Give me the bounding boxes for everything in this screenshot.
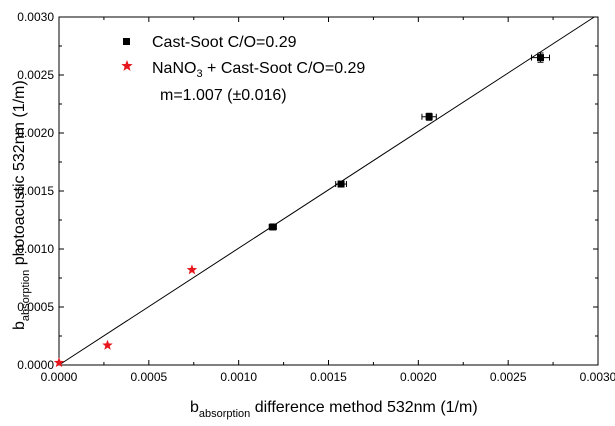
square-marker xyxy=(269,223,276,230)
y-axis-title-main: b xyxy=(11,321,28,330)
x-axis-title-main: b xyxy=(190,399,199,416)
x-axis-title: babsorption difference method 532nm (1/m… xyxy=(190,399,478,420)
square-marker xyxy=(537,54,544,61)
y-axis-title-sub: absorption xyxy=(20,270,32,321)
legend-square-marker xyxy=(123,38,130,45)
data-point xyxy=(336,181,347,188)
square-marker xyxy=(426,113,433,120)
square-marker xyxy=(338,181,345,188)
series-cast-soot xyxy=(269,53,549,231)
series-nano3-cast-soot xyxy=(54,264,197,367)
slope-annotation: m=1.007 (±0.016) xyxy=(160,87,287,104)
x-tick-label: 0.0025 xyxy=(490,370,527,384)
legend-star-marker xyxy=(121,60,132,71)
legend-label-nano3-b: + Cast-Soot C/O=0.29 xyxy=(203,60,366,77)
star-marker xyxy=(102,340,112,350)
legend-label-cast-soot: Cast-Soot C/O=0.29 xyxy=(152,34,297,51)
x-tick-label: 0.0030 xyxy=(580,370,615,384)
x-tick-label: 0.0000 xyxy=(41,370,78,384)
y-tick-label: 0.0000 xyxy=(17,358,54,372)
y-axis-title-rest: photoacustic 532nm (1/m) xyxy=(11,80,28,269)
data-point xyxy=(532,53,550,62)
data-point xyxy=(422,113,436,120)
y-axis-title: babsorption photoacustic 532nm (1/m) xyxy=(11,80,32,330)
y-tick-label: 0.0030 xyxy=(17,10,54,24)
data-point xyxy=(269,223,276,230)
x-tick-label: 0.0020 xyxy=(400,370,437,384)
x-axis-title-sub: absorption xyxy=(199,408,250,420)
x-tick-label: 0.0010 xyxy=(220,370,257,384)
star-marker xyxy=(187,264,197,274)
x-axis-title-rest: difference method 532nm (1/m) xyxy=(250,399,477,416)
y-tick-label: 0.0025 xyxy=(17,68,54,82)
legend: Cast-Soot C/O=0.29 NaNO3 + Cast-Soot C/O… xyxy=(121,34,365,104)
x-tick-label: 0.0015 xyxy=(310,370,347,384)
legend-label-nano3-a: NaNO xyxy=(152,60,196,77)
legend-label-nano3: NaNO3 + Cast-Soot C/O=0.29 xyxy=(152,60,365,80)
star-marker xyxy=(54,357,64,367)
x-tick-label: 0.0005 xyxy=(130,370,167,384)
